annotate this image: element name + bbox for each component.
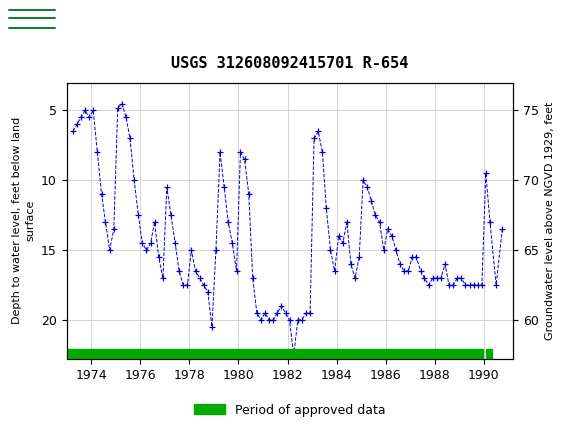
Legend: Period of approved data: Period of approved data: [189, 399, 391, 421]
Bar: [67, 349, 483, 359]
Y-axis label: Depth to water level, feet below land
surface: Depth to water level, feet below land su…: [12, 117, 35, 324]
Bar: [486, 349, 492, 359]
Text: USGS 312608092415701 R-654: USGS 312608092415701 R-654: [171, 56, 409, 71]
Text: USGS: USGS: [67, 11, 122, 29]
Y-axis label: Groundwater level above NGVD 1929, feet: Groundwater level above NGVD 1929, feet: [545, 101, 554, 340]
FancyBboxPatch shape: [6, 3, 58, 37]
